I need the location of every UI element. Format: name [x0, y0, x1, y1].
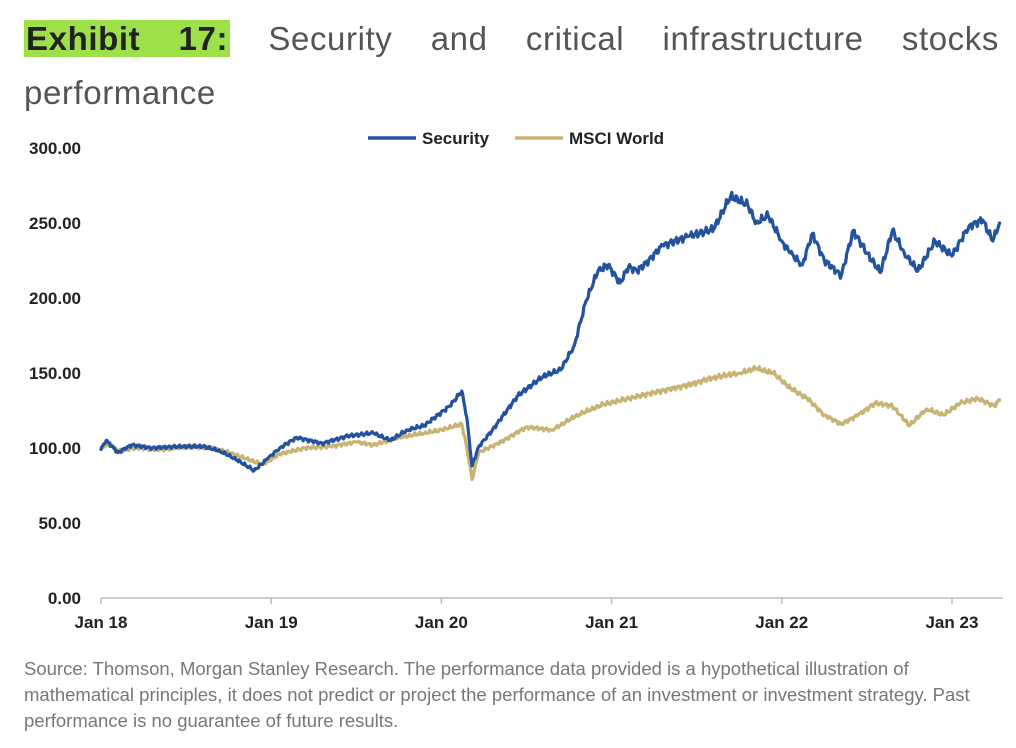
source-note: Source: Thomson, Morgan Stanley Research…	[24, 658, 970, 731]
y-axis: 0.00 50.00 100.00 150.00 200.00 250.00 300.00	[29, 139, 81, 608]
legend-label: Security	[422, 129, 490, 148]
x-tick-label: Jan 19	[245, 613, 298, 632]
x-axis: Jan 18 Jan 19 Jan 20 Jan 21 Jan 22 Jan 23	[75, 598, 978, 632]
y-tick-label: 200.00	[29, 289, 81, 308]
legend: Security MSCI World	[368, 129, 664, 148]
legend-label: MSCI World	[569, 129, 664, 148]
series-layer	[99, 190, 1002, 482]
x-tick-label: Jan 22	[755, 613, 808, 632]
series-line-security	[99, 190, 1002, 473]
chart-title: Security and critical infrastructure sto…	[24, 20, 999, 111]
y-tick-label: 0.00	[48, 589, 81, 608]
y-tick-label: 150.00	[29, 364, 81, 383]
x-tick-label: Jan 18	[75, 613, 128, 632]
y-tick-label: 100.00	[29, 439, 81, 458]
line-chart: 0.0050.00100.00150.00200.00250.00300.00 …	[29, 129, 1003, 632]
series-line-msci-world	[99, 365, 1002, 482]
y-tick-label: 300.00	[29, 139, 81, 158]
x-tick-label: Jan 20	[415, 613, 468, 632]
x-tick-label: Jan 23	[925, 613, 978, 632]
y-tick-label: 50.00	[38, 514, 81, 533]
exhibit-label: Exhibit 17:	[24, 20, 231, 57]
exhibit-title: Exhibit 17: Security and critical infras…	[24, 12, 999, 120]
x-tick-label: Jan 21	[585, 613, 638, 632]
y-tick-label: 250.00	[29, 214, 81, 233]
